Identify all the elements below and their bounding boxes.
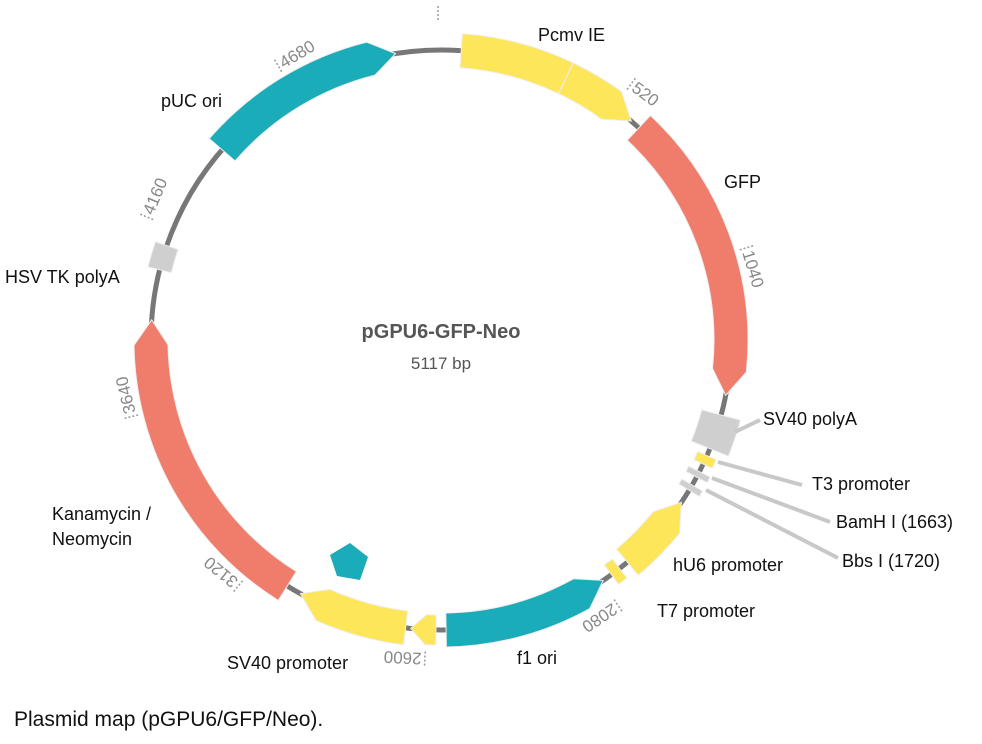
- feature-segment: [615, 501, 682, 576]
- tick-label: 3640: [112, 374, 140, 415]
- feature-label: GFP: [724, 172, 761, 192]
- tick-mark: [138, 212, 154, 221]
- tick-mark: [423, 651, 426, 668]
- plasmid-name: pGPU6-GFP-Neo: [362, 321, 521, 343]
- tick-label: 520: [628, 78, 662, 110]
- feature-segment: [409, 614, 437, 646]
- caption: Plasmid map (pGPU6/GFP/Neo).: [14, 708, 323, 731]
- feature-label: pUC ori: [161, 91, 222, 111]
- feature-segment: [693, 450, 717, 469]
- tick-label: 4160: [139, 175, 171, 217]
- feature-label: HSV TK polyA: [5, 267, 120, 287]
- feature-label: T7 promoter: [657, 601, 755, 621]
- feature-segment: [445, 578, 604, 648]
- features: [133, 33, 749, 648]
- tick-mark: [122, 414, 139, 420]
- feature-label: Bbs I (1720): [842, 551, 940, 571]
- tick-mark: [626, 76, 638, 90]
- tick-label: 2600: [383, 647, 422, 668]
- leader-line: [717, 460, 803, 487]
- feature-segment: [690, 409, 742, 457]
- feature-segment: [678, 478, 704, 498]
- feature-label: SV40 promoter: [227, 653, 348, 673]
- plasmid-size: 5117 bp: [411, 354, 471, 373]
- feature-segment: [299, 588, 409, 646]
- feature-label: T3 promoter: [812, 474, 910, 494]
- feature-segment: [133, 318, 297, 602]
- leader-line: [711, 476, 831, 524]
- feature-label: Kanamycin /: [52, 504, 151, 524]
- feature-segment: [626, 114, 749, 397]
- leader-line: [705, 488, 839, 560]
- feature-segment: [208, 41, 397, 162]
- feature-label: Pcmv IE: [538, 25, 605, 45]
- tick-mark: [272, 57, 283, 73]
- feature-label: Neomycin: [52, 529, 132, 549]
- feature-label: hU6 promoter: [673, 555, 783, 575]
- feature-icon: [330, 543, 368, 580]
- feature-label: f1 ori: [517, 648, 557, 668]
- leaders: [705, 418, 839, 560]
- leader-line: [734, 418, 761, 434]
- tick-mark: [739, 244, 756, 251]
- feature-label: BamH I (1663): [836, 512, 953, 532]
- feature-label: SV40 polyA: [763, 409, 857, 429]
- feature-segment: [557, 62, 633, 122]
- feature-segment: [147, 241, 179, 274]
- feature-segment: [685, 465, 711, 484]
- tick-mark: [231, 580, 244, 594]
- tick-mark: [613, 599, 624, 614]
- feature-segment: [603, 558, 628, 585]
